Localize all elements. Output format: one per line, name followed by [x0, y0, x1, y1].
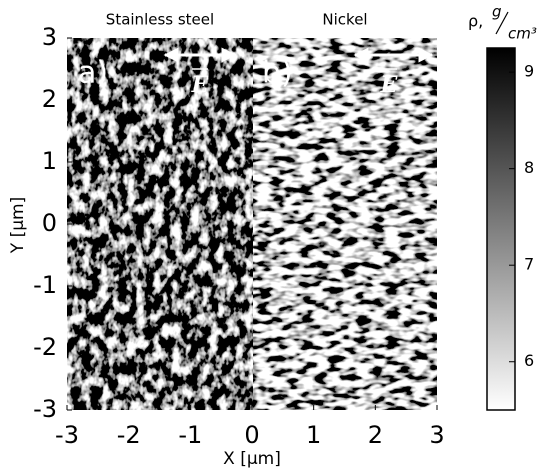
- y-tick-label: -3: [33, 395, 57, 423]
- x-tick-label: 0: [244, 421, 259, 449]
- x-tick-label: -3: [55, 421, 79, 449]
- colorbar-tick-label: 8: [524, 158, 534, 177]
- colorbar-tick-label: 9: [524, 62, 534, 81]
- panel-title: Nickel: [322, 11, 367, 29]
- colorbar-symbol: ρ,: [468, 12, 483, 31]
- y-tick-label: 2: [42, 85, 57, 113]
- colorbar: [486, 47, 516, 411]
- y-tick-label: 1: [42, 147, 57, 175]
- x-tick-label: -1: [178, 421, 202, 449]
- x-tick-label: -2: [117, 421, 141, 449]
- fraction-slash: [495, 11, 509, 35]
- y-axis-label: Y [µm]: [8, 197, 28, 254]
- panel-label: b): [262, 56, 293, 91]
- y-tick-label: -1: [33, 271, 57, 299]
- y-tick-label: -2: [33, 333, 57, 361]
- y-tick-label: 3: [42, 23, 57, 51]
- colorbar-tick-label: 7: [524, 255, 534, 274]
- panel-label: a): [78, 56, 108, 91]
- x-axis-label: X [µm]: [223, 449, 281, 469]
- colorbar-numerator: g: [492, 3, 502, 21]
- x-tick-label: 3: [429, 421, 444, 449]
- field-label: E: [191, 72, 210, 98]
- panel-title: Stainless steel: [106, 11, 214, 29]
- density-map: [67, 38, 253, 410]
- density-map: [253, 38, 437, 410]
- colorbar-tick-label: 6: [524, 351, 534, 370]
- field-label: E: [380, 72, 399, 98]
- y-tick-label: 0: [42, 209, 57, 237]
- x-tick-label: 2: [368, 421, 383, 449]
- x-tick-label: 1: [306, 421, 321, 449]
- colorbar-denominator: cm³: [508, 25, 537, 43]
